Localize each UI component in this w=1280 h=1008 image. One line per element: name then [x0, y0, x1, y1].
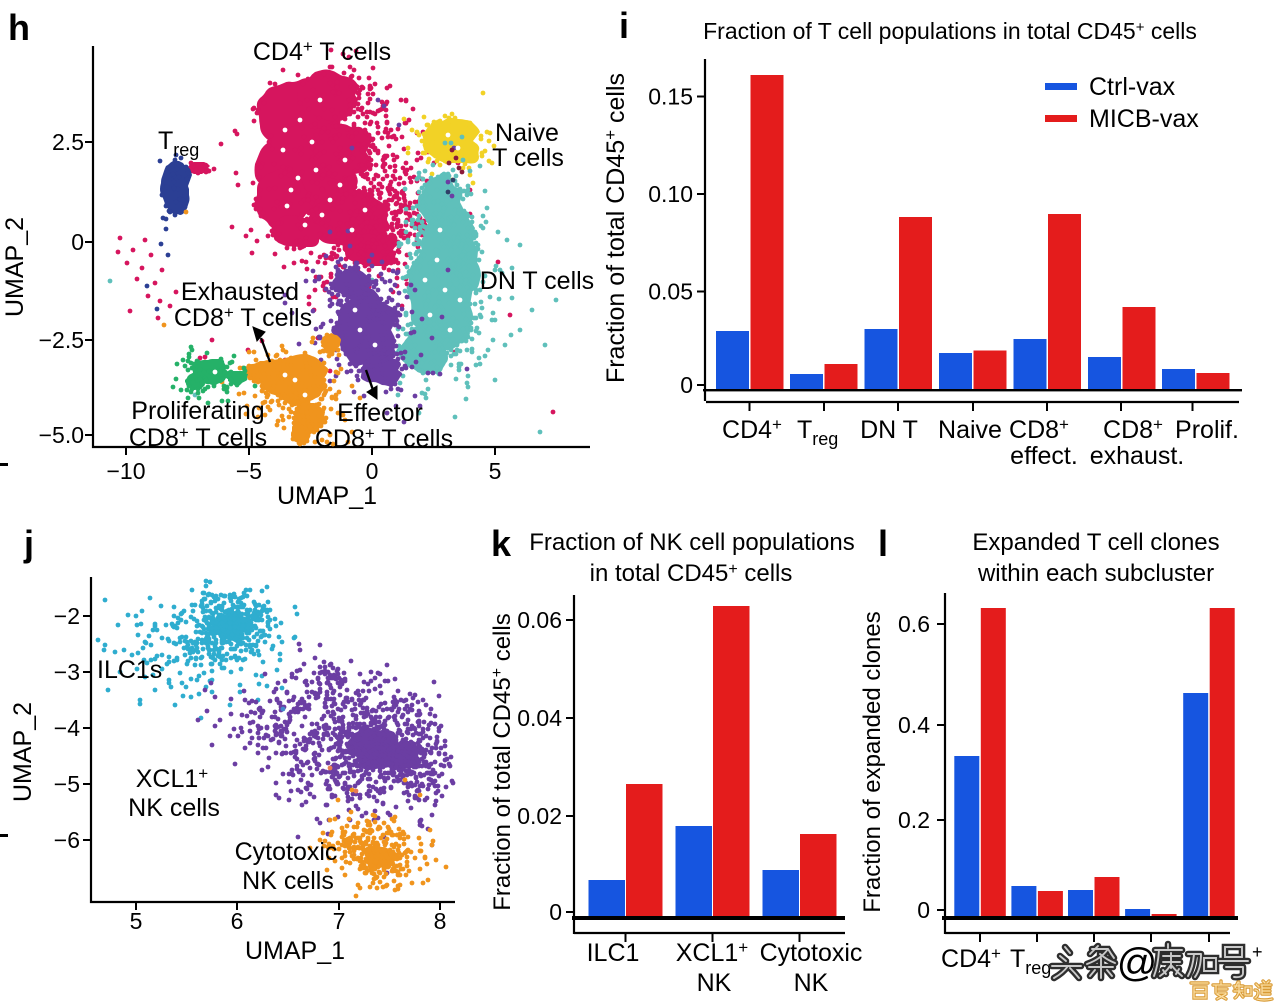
svg-text:j: j: [23, 523, 34, 564]
svg-text:i: i: [619, 5, 629, 46]
svg-text:−2: −2: [54, 603, 80, 629]
svg-text:Cytotoxic: Cytotoxic: [760, 939, 863, 967]
svg-text:h: h: [8, 7, 30, 48]
svg-text:0: 0: [917, 897, 930, 923]
svg-text:UMAP_2: UMAP_2: [1, 217, 29, 317]
svg-text:DN T cells: DN T cells: [480, 267, 594, 295]
svg-text:UMAP_1: UMAP_1: [277, 482, 377, 510]
svg-text:Fraction of NK cell population: Fraction of NK cell populations: [529, 529, 855, 556]
svg-text:Proliferating: Proliferating: [131, 397, 264, 425]
svg-text:CD8+ T cells: CD8+ T cells: [129, 423, 267, 452]
svg-text:7: 7: [333, 908, 346, 934]
svg-text:0: 0: [549, 899, 562, 925]
svg-text:CD8+ T cells: CD8+ T cells: [174, 303, 312, 332]
svg-text:5: 5: [489, 458, 502, 484]
svg-text:UMAP_1: UMAP_1: [245, 937, 345, 965]
svg-text:Naive: Naive: [938, 416, 1002, 444]
svg-text:Fraction of total CD45+ cells: Fraction of total CD45+ cells: [601, 73, 630, 383]
svg-text:CD8+ T cells: CD8+ T cells: [315, 424, 453, 453]
svg-text:NK cells: NK cells: [242, 867, 334, 895]
svg-text:exhaust.: exhaust.: [1090, 442, 1185, 470]
svg-text:0: 0: [680, 372, 693, 398]
svg-text:T cells: T cells: [492, 144, 564, 172]
svg-text:k: k: [491, 523, 512, 564]
svg-text:effect.: effect.: [1010, 442, 1078, 470]
svg-text:l: l: [878, 523, 888, 564]
svg-text:−5: −5: [236, 458, 262, 484]
svg-text:NK cells: NK cells: [128, 794, 220, 822]
svg-text:−5: −5: [54, 771, 80, 797]
svg-text:in total CD45+ cells: in total CD45+ cells: [590, 560, 793, 587]
svg-text:Exhausted: Exhausted: [181, 278, 299, 306]
svg-text:0: 0: [366, 458, 379, 484]
svg-text:−3: −3: [54, 659, 80, 685]
svg-text:CD4+ T cells: CD4+ T cells: [253, 37, 391, 66]
svg-text:within each subcluster: within each subcluster: [977, 560, 1214, 587]
svg-text:@: @: [1117, 941, 1158, 985]
svg-text:DN T: DN T: [860, 416, 918, 444]
svg-text:Fraction of T cell populations: Fraction of T cell populations in total …: [703, 18, 1197, 44]
svg-text:Naive: Naive: [495, 119, 559, 147]
svg-text:MICB-vax: MICB-vax: [1089, 105, 1199, 133]
svg-text:0.02: 0.02: [517, 803, 562, 829]
svg-text:ILC1: ILC1: [587, 939, 640, 967]
svg-text:0.05: 0.05: [648, 279, 693, 305]
svg-text:Prolif.: Prolif.: [1175, 416, 1239, 444]
svg-text:+: +: [1252, 942, 1263, 962]
svg-text:CD8+: CD8+: [1009, 415, 1069, 444]
svg-text:Fraction of expanded clones: Fraction of expanded clones: [859, 611, 886, 913]
svg-text:0.4: 0.4: [898, 712, 930, 738]
svg-text:NK: NK: [794, 969, 829, 997]
svg-text:8: 8: [434, 908, 447, 934]
svg-text:−4: −4: [54, 715, 80, 741]
svg-text:CD8+: CD8+: [1103, 415, 1163, 444]
svg-text:ILC1s: ILC1s: [97, 656, 162, 684]
svg-text:Effector: Effector: [337, 399, 423, 427]
svg-text:0.10: 0.10: [648, 181, 693, 207]
svg-text:XCL1+: XCL1+: [136, 764, 209, 793]
svg-text:Ctrl-vax: Ctrl-vax: [1089, 73, 1176, 101]
svg-text:NK: NK: [697, 969, 732, 997]
svg-text:6: 6: [231, 908, 244, 934]
svg-text:Cytotoxic: Cytotoxic: [235, 838, 338, 866]
svg-text:0.6: 0.6: [898, 611, 930, 637]
svg-text:Fraction of total CD45+ cells: Fraction of total CD45+ cells: [489, 613, 516, 910]
svg-text:0.06: 0.06: [517, 607, 562, 633]
svg-text:5: 5: [130, 908, 143, 934]
svg-text:UMAP_2: UMAP_2: [9, 702, 37, 802]
svg-text:CD4+: CD4+: [722, 415, 782, 444]
svg-text:XCL1+: XCL1+: [676, 938, 749, 967]
svg-text:−10: −10: [106, 458, 145, 484]
svg-text:−6: −6: [54, 827, 80, 853]
svg-text:Expanded T cell clones: Expanded T cell clones: [972, 529, 1219, 556]
svg-text:2.5: 2.5: [52, 129, 84, 155]
svg-text:0: 0: [71, 229, 84, 255]
svg-text:0.2: 0.2: [898, 807, 930, 833]
svg-text:−5.0: −5.0: [39, 422, 84, 448]
svg-text:−2.5: −2.5: [39, 327, 84, 353]
svg-text:0.04: 0.04: [517, 705, 562, 731]
svg-text:0.15: 0.15: [648, 84, 693, 110]
